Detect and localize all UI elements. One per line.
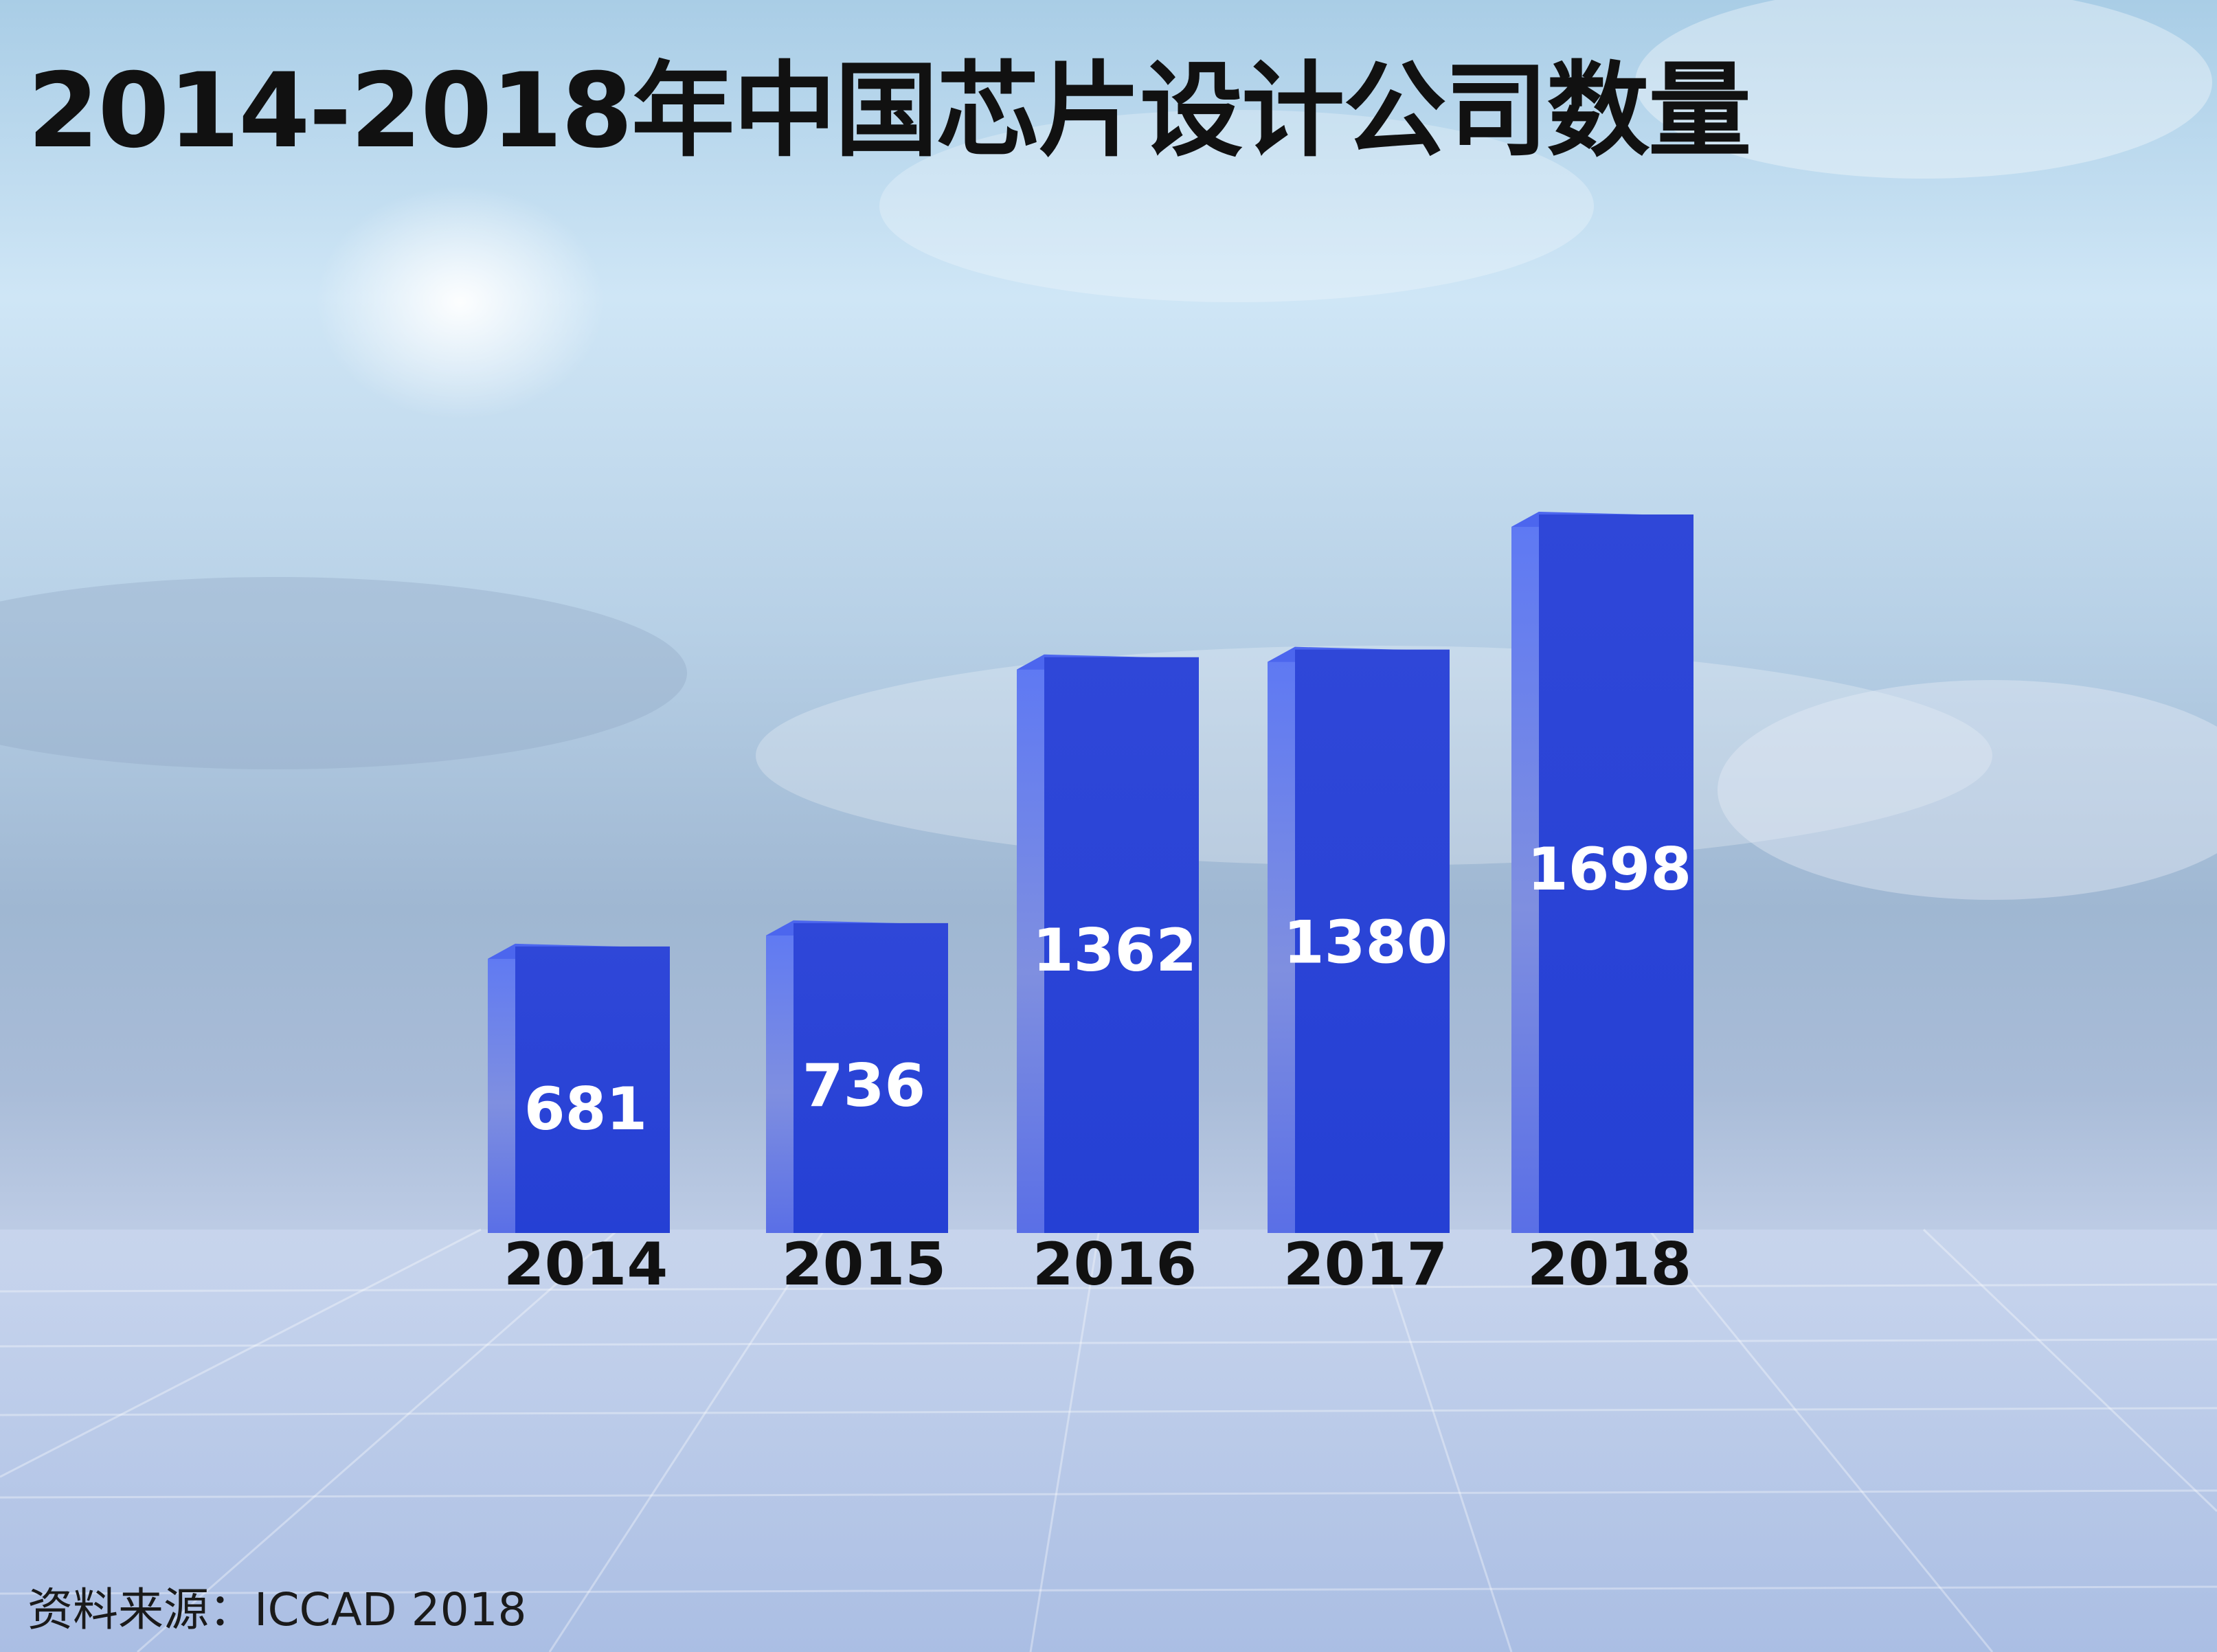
data-label-2014: 681 (524, 1075, 648, 1144)
data-label-2015: 736 (802, 1052, 926, 1120)
bar-side-2016 (1017, 654, 1044, 1233)
data-labels: 681 736 1362 1380 1698 (524, 835, 1691, 1144)
x-tick-label-2018: 2018 (1527, 1230, 1691, 1299)
bar-2016 (1044, 657, 1199, 1233)
bar-2017 (1295, 649, 1450, 1233)
bars (488, 512, 1693, 1233)
bar-side-2014 (488, 943, 515, 1233)
x-axis-tick-labels: 2014 2015 2016 2017 2018 (504, 1230, 1691, 1299)
data-label-2018: 1698 (1527, 835, 1691, 904)
chart-title: 2014-2018年中国芯片设计公司数量 (27, 52, 1751, 171)
bar-2018 (1539, 514, 1693, 1233)
bar-2014 (515, 946, 670, 1233)
data-label-2016: 1362 (1033, 916, 1197, 985)
x-tick-label-2017: 2017 (1283, 1230, 1448, 1299)
bar-side-2018 (1511, 512, 1539, 1233)
source-note: 资料来源：ICCAD 2018 (27, 1583, 527, 1636)
data-label-2017: 1380 (1283, 909, 1448, 977)
x-tick-label-2016: 2016 (1033, 1230, 1197, 1299)
x-tick-label-2015: 2015 (782, 1230, 946, 1299)
x-tick-label-2014: 2014 (504, 1230, 668, 1299)
bar-2015 (794, 923, 948, 1233)
bar-side-2017 (1268, 646, 1295, 1233)
bar-side-2015 (766, 920, 794, 1233)
